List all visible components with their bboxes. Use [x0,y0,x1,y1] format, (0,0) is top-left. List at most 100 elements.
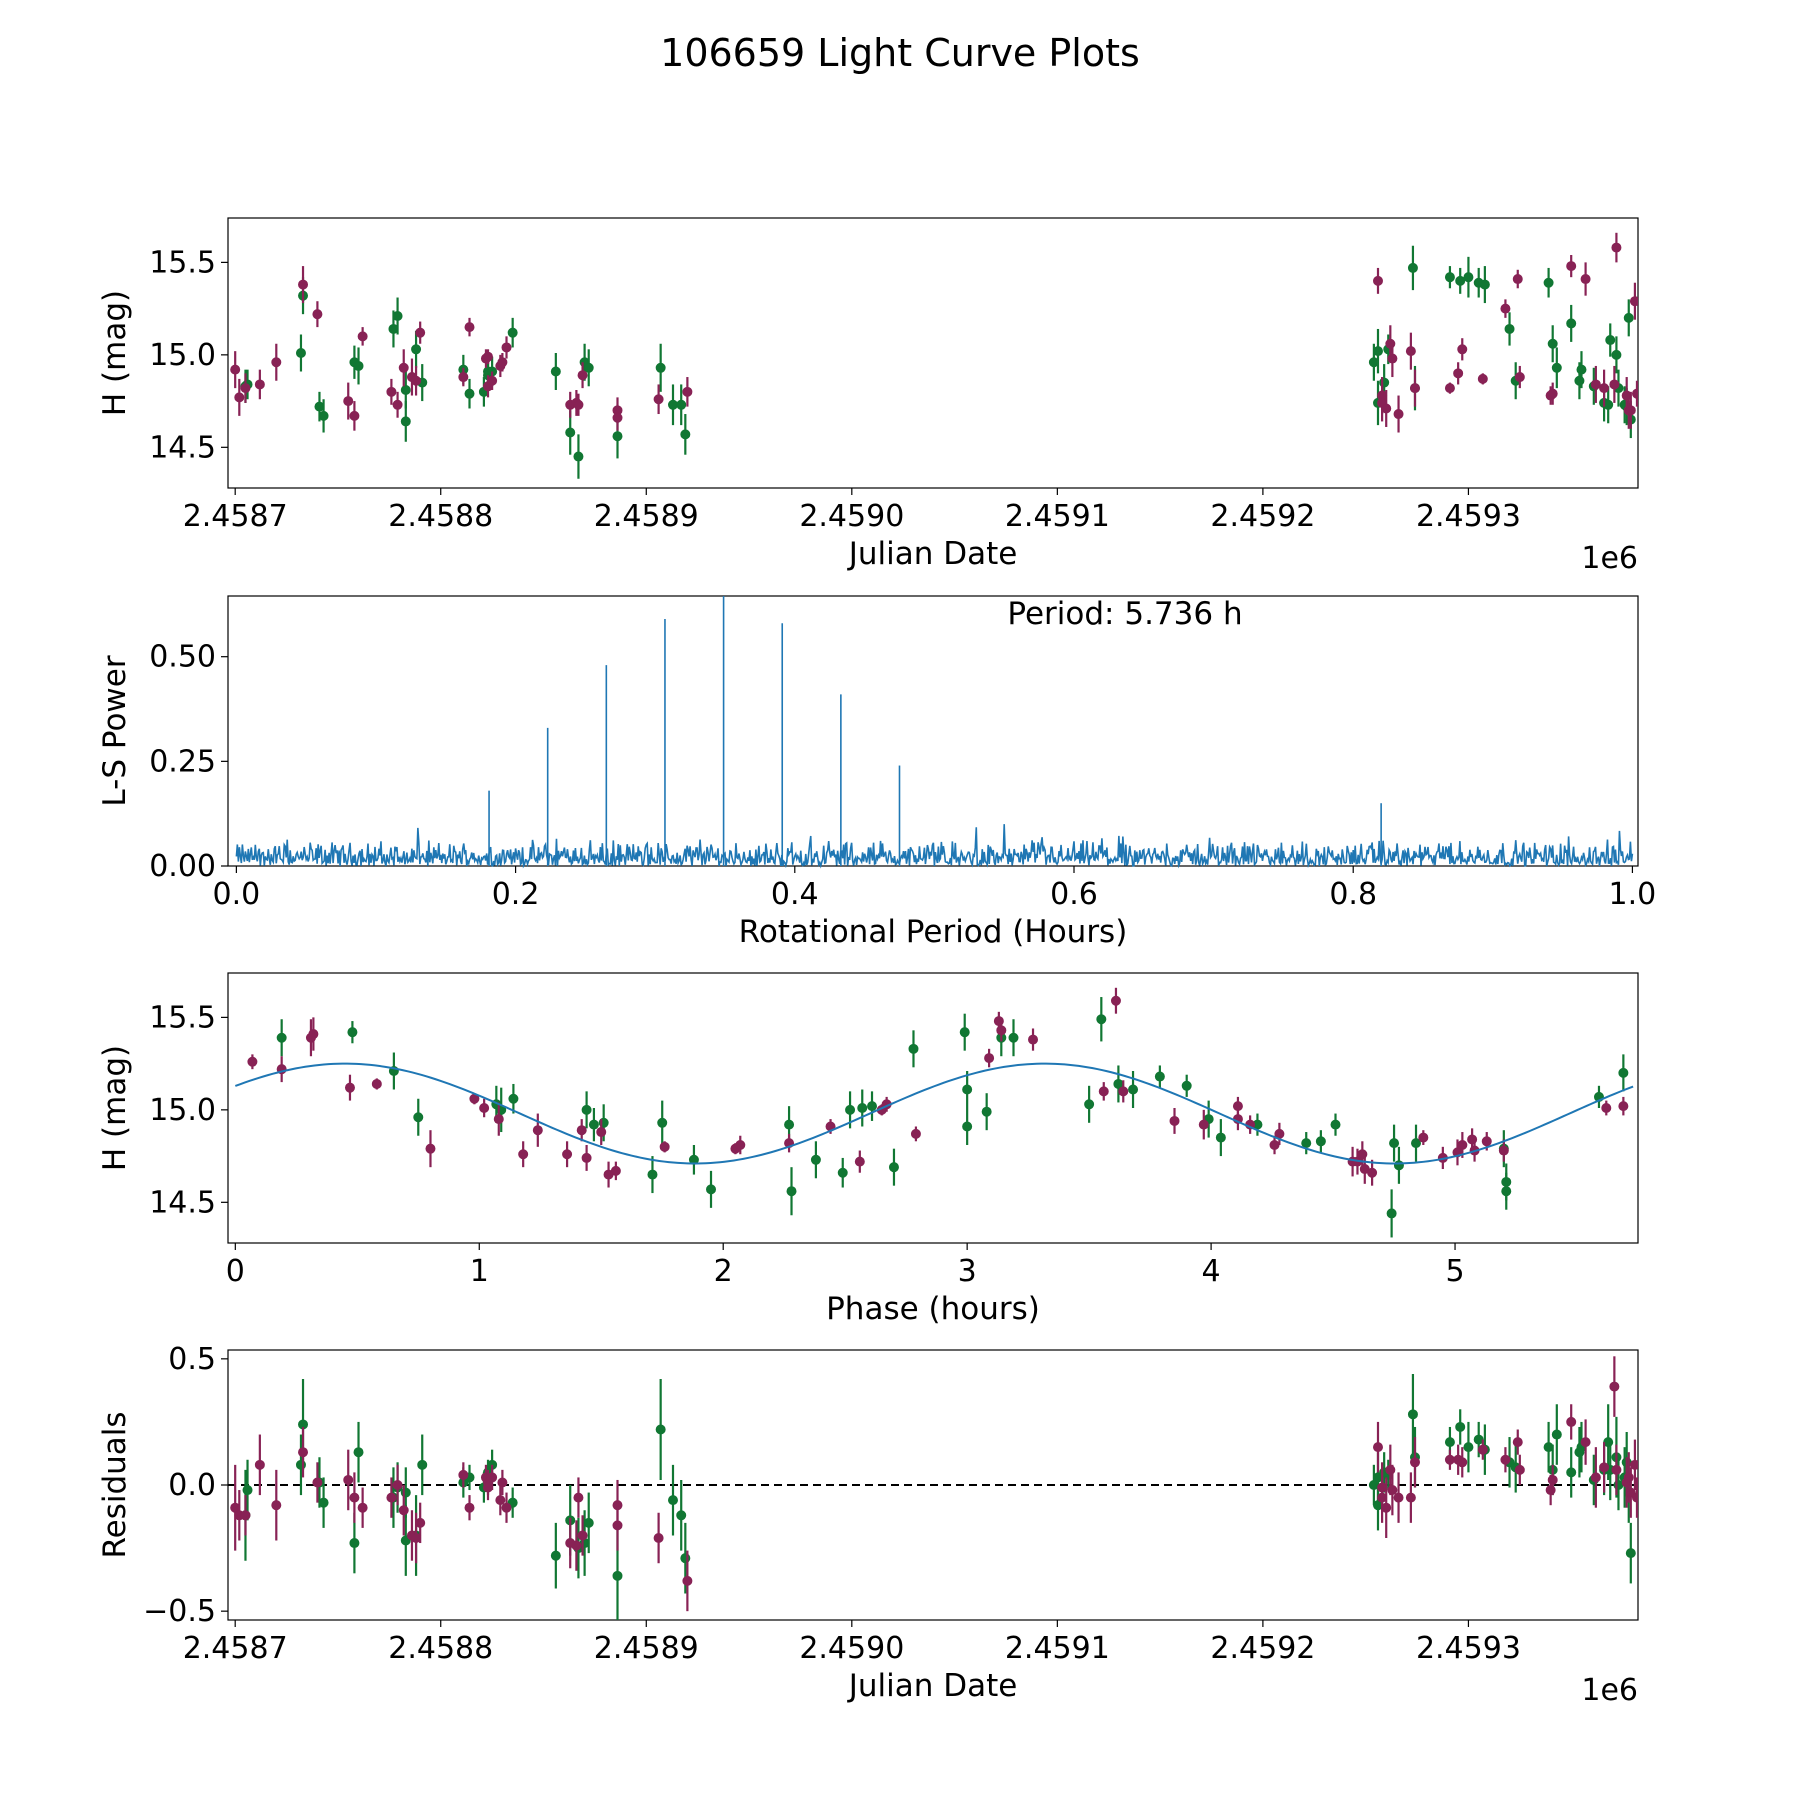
data-point-purple [910,1128,921,1139]
data-point-purple [1457,1457,1468,1468]
data-point-green [1215,1132,1226,1143]
x-tick-label: 4 [1202,1254,1221,1289]
x-offset-label: 1e6 [1581,541,1638,576]
data-point-green [417,1459,428,1470]
data-point-purple [1118,1086,1129,1097]
data-point-purple [458,372,469,383]
data-point-purple [1028,1034,1039,1045]
data-point-green [959,1027,970,1038]
data-point-purple [573,399,584,410]
y-tick-label: 15.5 [149,245,216,280]
data-point-green [1547,338,1558,349]
data-point-green [680,429,691,440]
data-point-green [242,1485,253,1496]
data-point-purple [1618,1101,1629,1112]
data-point-purple [357,331,368,342]
data-point-green [667,1495,678,1506]
plot-frame [227,972,1639,1244]
data-point-purple [1405,346,1416,357]
data-point-green [845,1104,856,1115]
data-point-green [1611,349,1622,360]
x-tick-label: 2.4590 [799,1631,904,1666]
plot-frame [227,595,1639,867]
data-point-purple [398,1505,409,1516]
data-point-purple [495,1495,506,1506]
data-point-purple [1631,388,1638,399]
data-point-purple [854,1156,865,1167]
data-point-purple [1481,1136,1492,1147]
data-point-green [1551,1429,1562,1440]
data-point-purple [1601,1103,1612,1113]
data-point-purple [1393,409,1404,420]
data-point-green [1463,272,1474,283]
data-point-green [588,1119,599,1130]
x-axis-label: Julian Date [847,1668,1018,1704]
data-point-purple [308,1029,319,1040]
axes-phased: 0 1 2 3 4 5 14.5 15.0 15.5 Phase (hours) H (mag) [97,972,1639,1327]
data-point-green [1411,1138,1422,1149]
power-noise-line [235,824,1634,869]
data-point-purple [1269,1139,1280,1150]
series-group [230,1356,1638,1620]
data-point-purple [653,1532,664,1543]
data-point-green [1463,1442,1474,1453]
data-point-purple [415,327,426,338]
data-point-green [1444,272,1455,283]
data-point-purple [312,309,323,320]
data-point-purple [612,412,623,423]
data-point-purple [984,1053,995,1064]
data-point-purple [682,386,693,397]
data-point-green [583,1517,594,1528]
data-point-purple [1611,1464,1622,1475]
series-group [230,232,1638,479]
data-point-purple [344,1082,355,1093]
data-point-purple [415,1517,426,1528]
data-point-green [857,1103,868,1113]
data-point-green [837,1167,848,1178]
data-point-green [655,1424,666,1435]
data-point-green [1623,312,1634,323]
data-point-green [786,1186,797,1197]
data-point-purple [1387,1485,1398,1496]
data-point-green [784,1119,795,1130]
data-point-purple [1599,1462,1610,1473]
data-point-purple [1609,1381,1620,1392]
axes-periodogram: 0.0 0.2 0.4 0.6 0.8 1.0 0.00 0.25 0.50 Rotational… [97,595,1656,950]
data-point-purple [1098,1086,1109,1097]
y-axis-label: H (mag) [97,290,133,416]
data-point-green [347,1027,358,1038]
y-tick-label: 0.00 [149,849,216,884]
data-point-purple [254,379,265,390]
data-point-purple [386,1492,397,1503]
data-point-green [867,1101,878,1112]
x-axis-label: Julian Date [847,536,1018,572]
data-point-green [1576,364,1587,375]
data-point-green [508,1093,519,1104]
data-point-purple [479,1103,490,1113]
data-point-purple [1547,1474,1558,1485]
y-tick-label: 15.0 [149,338,216,373]
data-point-green [1008,1032,1019,1043]
data-point-purple [1169,1115,1180,1126]
data-point-purple [1453,368,1464,379]
data-point-green [1084,1099,1095,1110]
data-point-green [888,1162,899,1173]
data-point-purple [610,1165,621,1176]
data-point-purple [298,1447,309,1458]
data-point-green [400,416,411,427]
data-point-purple [1631,1492,1638,1503]
data-point-green [349,1538,360,1549]
data-point-green [550,366,561,377]
data-point-purple [1477,373,1488,384]
data-point-purple [1498,1145,1509,1156]
x-tick-label: 2.4588 [388,1631,493,1666]
axes-lightcurve: 2.4587 2.4588 2.4589 2.4590 2.4591 2.4592 2.45… [97,217,1639,576]
data-point-green [1566,318,1577,329]
data-point-purple [1444,383,1455,394]
data-point-purple [1609,379,1620,390]
data-point-purple [398,362,409,373]
y-tick-label: 15.0 [149,1093,216,1128]
data-point-purple [659,1141,670,1152]
data-point-purple [735,1139,746,1150]
